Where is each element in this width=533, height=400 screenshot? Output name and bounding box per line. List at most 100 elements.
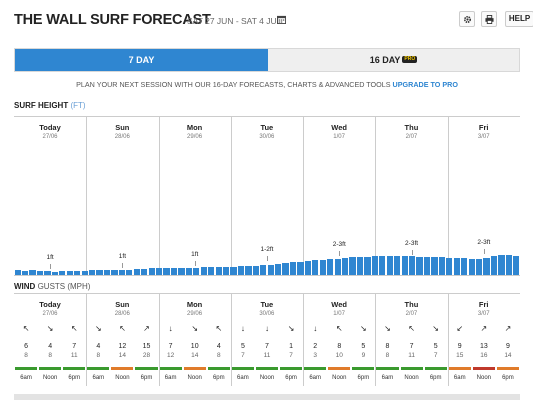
day-header[interactable]: Sun 28/06 (86, 123, 158, 140)
wind-direction-icon: ↖ (335, 324, 343, 333)
scroll-region[interactable] (14, 394, 520, 400)
wind-rating-bar (15, 367, 38, 370)
wind-time-label: Noon (187, 375, 202, 381)
wind-time-label: Noon (259, 375, 275, 381)
surf-bar (446, 257, 453, 275)
wind-gust: 11 (70, 352, 78, 359)
calendar-icon[interactable] (277, 15, 286, 24)
wind-direction-icon: ↙ (456, 324, 464, 333)
wind-speed: 7 (72, 343, 77, 350)
surf-bar (36, 270, 44, 275)
surf-bar (312, 260, 319, 275)
wind-speed: 4 (216, 343, 221, 350)
wind-time-label: Noon (404, 375, 419, 381)
day-divider (86, 117, 88, 275)
day-divider (230, 117, 232, 275)
surf-height-label: SURF HEIGHT (14, 101, 69, 110)
upgrade-link[interactable]: UPGRADE TO PRO (392, 80, 458, 89)
wind-heading: WIND GUSTS (MPH) (14, 282, 90, 291)
wind-time-label: 6am (381, 375, 394, 381)
wind-rating-bar (328, 367, 351, 370)
surf-bar (275, 264, 282, 275)
wind-direction-icon: ↘ (287, 324, 295, 333)
surf-bar (513, 255, 520, 275)
wind-day-header[interactable]: Sun 28/06 (86, 300, 158, 317)
wind-rating-bar (231, 367, 254, 370)
wind-day-header[interactable]: Wed 1/07 (303, 300, 375, 317)
wind-rating-bar (496, 367, 519, 370)
wind-gust: 11 (263, 352, 271, 359)
surf-bar (379, 256, 386, 275)
promo-banner: PLAN YOUR NEXT SESSION WITH OUR 16-DAY F… (14, 80, 520, 89)
tab-7-day[interactable]: 7 DAY (15, 49, 268, 71)
print-button[interactable] (481, 11, 497, 27)
promo-text: PLAN YOUR NEXT SESSION WITH OUR 16-DAY F… (76, 80, 391, 89)
surf-bar (14, 270, 21, 275)
settings-button[interactable] (459, 11, 475, 27)
wind-day-header[interactable]: Today 27/06 (14, 300, 86, 317)
wind-speed: 5 (433, 343, 438, 350)
surf-bar (103, 270, 111, 275)
wind-speed: 9 (505, 343, 510, 350)
wind-direction-icon: ↖ (119, 324, 126, 333)
surf-bar (371, 256, 378, 275)
surf-bar (89, 270, 96, 275)
day-header[interactable]: Fri 3/07 (448, 123, 520, 140)
wind-rating-bar (39, 367, 62, 370)
surf-bar (126, 269, 133, 275)
wind-day-header[interactable]: Tue 30/06 (231, 300, 303, 317)
wind-time-label: 6pm (429, 375, 442, 381)
surf-height-tick (194, 260, 196, 266)
wind-rating-bar (400, 367, 423, 370)
wind-direction-icon: ↖ (408, 324, 415, 333)
surf-bar (222, 266, 230, 275)
wind-speed: 5 (240, 343, 245, 350)
day-name: Thu (404, 123, 419, 132)
wind-gust: 14 (191, 352, 199, 359)
wind-rating-bar (424, 367, 447, 370)
wind-direction-icon: ↘ (191, 324, 199, 333)
help-button[interactable]: HELP (505, 11, 533, 27)
surf-bar (200, 267, 207, 275)
surf-height-label: 2-3ft (405, 240, 419, 248)
surf-bar (59, 271, 66, 275)
wind-speed: 7 (265, 343, 269, 350)
wind-gust: 7 (241, 352, 245, 359)
surf-bar (118, 269, 125, 275)
wind-speed: 15 (142, 343, 151, 350)
day-header[interactable]: Tue 30/06 (231, 123, 303, 140)
surf-height-label: 1ft (191, 250, 199, 258)
surf-bar (230, 266, 237, 275)
day-date: 2/07 (405, 134, 418, 140)
surf-bar (342, 257, 349, 275)
day-name: Fri (478, 300, 489, 309)
surf-bar (364, 256, 371, 275)
surf-bar (349, 257, 356, 275)
forecast-tabs: 7 DAY 16 DAY PRO (14, 48, 520, 72)
surf-bar (163, 268, 170, 275)
surf-bar (304, 260, 312, 275)
day-divider (375, 117, 377, 275)
day-header[interactable]: Thu 2/07 (375, 123, 447, 140)
wind-time-label: 6pm (212, 375, 225, 381)
wind-day-header[interactable]: Mon 29/06 (159, 300, 231, 317)
wind-direction-icon: ↓ (168, 324, 173, 333)
wind-time-label: 6pm (68, 375, 81, 381)
wind-day-header[interactable]: Thu 2/07 (375, 300, 447, 317)
wind-direction-icon: ↘ (360, 324, 367, 333)
day-header[interactable]: Mon 29/06 (159, 123, 231, 140)
wind-gust: 16 (480, 352, 488, 359)
surf-bar (282, 263, 289, 275)
day-header[interactable]: Today 27/06 (14, 123, 86, 140)
day-date: 3/07 (477, 134, 490, 140)
page-title: THE WALL SURF FORECAST (14, 12, 211, 28)
tab-16-day[interactable]: 16 DAY PRO (268, 49, 519, 71)
surf-bar (111, 270, 118, 275)
wind-time-label: 6am (237, 375, 249, 381)
wind-day-header[interactable]: Fri 3/07 (448, 300, 520, 317)
wind-gust: 8 (24, 352, 28, 359)
wind-gust: 7 (433, 352, 438, 359)
wind-speed: 13 (479, 343, 488, 350)
surf-bar (170, 267, 178, 275)
day-header[interactable]: Wed 1/07 (303, 123, 375, 140)
